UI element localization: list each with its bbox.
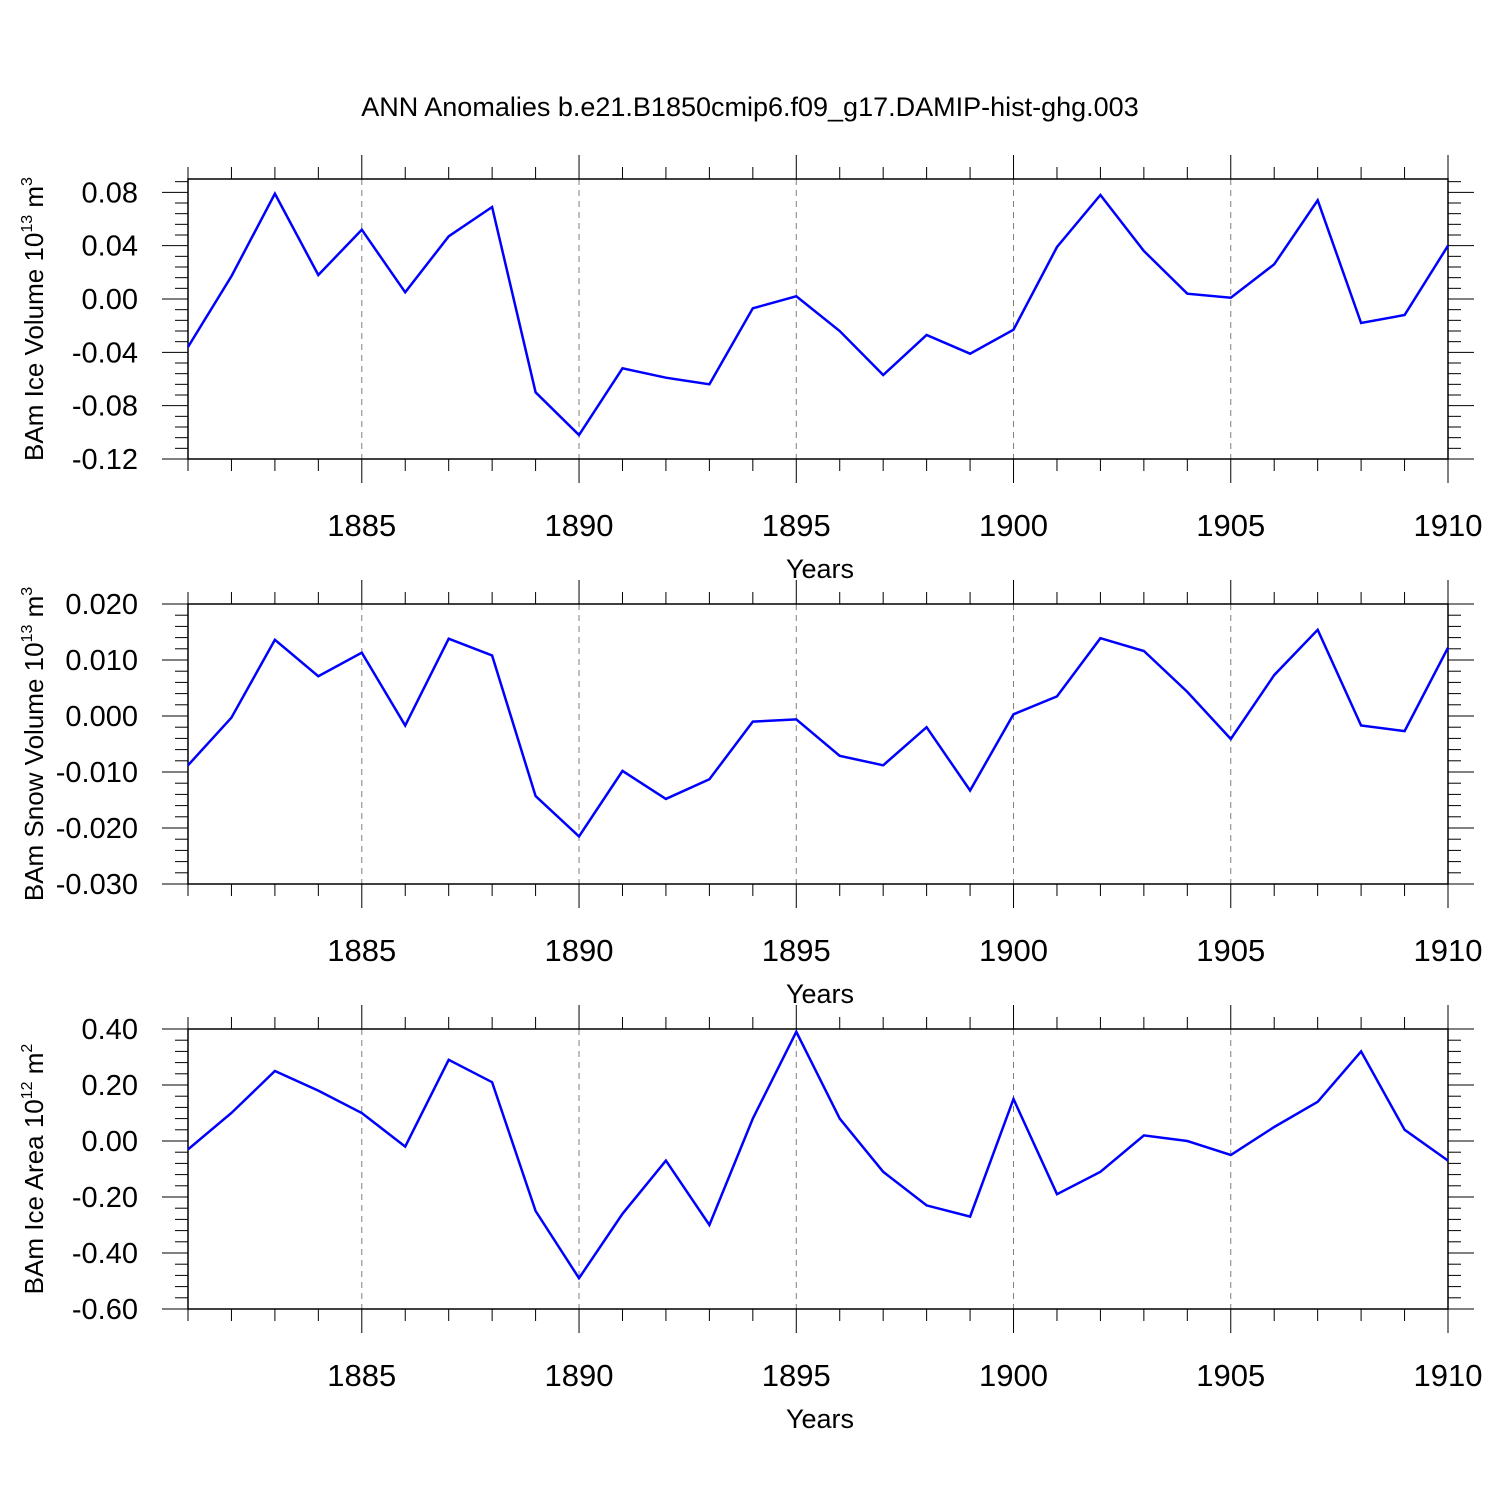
y-tick-label: 0.40 [82,1014,138,1046]
x-tick-label: 1905 [1196,508,1265,543]
y-tick-label: -0.12 [72,444,138,476]
y-axis-label-unit: m [19,1053,49,1082]
x-tick-label: 1895 [762,933,831,968]
x-tick-label: 1900 [979,933,1048,968]
x-tick-label: 1910 [1414,1358,1483,1393]
y-tick-label: -0.020 [56,813,138,845]
series-line [187,627,1450,839]
y-axis-label-exponent: 13 [19,625,36,643]
x-tick-label: 1910 [1414,508,1483,543]
y-axis-label: BAm Ice Volume 1013 m3 [19,177,49,461]
x-tick-label: 1910 [1414,933,1483,968]
y-tick-label: 0.20 [82,1070,138,1102]
y-axis-label-exponent: 13 [19,215,36,233]
figure-title: ANN Anomalies b.e21.B1850cmip6.f09_g17.D… [361,92,1138,122]
plot-frame [187,1028,1449,1310]
y-axis-label-unit: m [19,186,49,215]
x-tick-label: 1885 [327,1358,396,1393]
x-axis-label: Years [786,554,854,584]
x-tick-label: 1885 [327,508,396,543]
y-axis-label-text: BAm Snow Volume 10 [19,642,49,901]
x-tick-label: 1885 [327,933,396,968]
x-tick-label: 1890 [545,933,614,968]
y-tick-label: 0.00 [82,284,138,316]
y-tick-label: 0.020 [65,589,138,621]
x-tick-label: 1895 [762,508,831,543]
x-tick-label: 1890 [545,508,614,543]
panels: 0.08 0.04 0.00 -0.04 -0.08 -0.12 1885 1890 1895 1… [19,155,1482,1434]
y-tick-label: -0.40 [72,1238,138,1270]
y-tick-label: 0.04 [82,231,138,263]
x-axis-label: Years [786,979,854,1009]
y-tick-label: -0.20 [72,1182,138,1214]
y-axis-label-unit-exponent: 3 [19,177,36,186]
chart-panel-1: 0.08 0.04 0.00 -0.04 -0.08 -0.12 1885 1890 1895 1… [19,155,1482,584]
y-tick-label: -0.60 [72,1294,138,1326]
y-tick-label: 0.08 [82,177,138,209]
y-axis-label-unit-exponent: 2 [19,1044,36,1053]
y-axis-label: BAm Ice Area 1012 m2 [19,1044,49,1295]
y-axis-label-unit-exponent: 3 [19,587,36,596]
y-tick-label: 0.00 [82,1126,138,1158]
series-line [187,1029,1449,1281]
chart-panel-2: 0.020 0.010 0.000 -0.010 -0.020 -0.030 1885 189… [19,580,1482,1009]
chart-panel-3: 0.40 0.20 0.00 -0.20 -0.40 -0.60 1885 1890 1895 1… [19,1005,1482,1434]
y-axis-label-exponent: 12 [19,1081,36,1099]
y-axis-label-unit: m [19,596,49,625]
x-tick-label: 1905 [1196,1358,1265,1393]
x-tick-label: 1890 [545,1358,614,1393]
y-axis-label-text: BAm Ice Volume 10 [19,233,49,461]
y-tick-label: 0.000 [65,701,138,733]
plot-frame [187,603,1449,885]
series-line [186,191,1450,437]
y-tick-label: -0.030 [56,869,138,901]
y-tick-label: 0.010 [65,645,138,677]
x-tick-label: 1905 [1196,933,1265,968]
y-tick-label: -0.04 [72,337,138,369]
y-axis-label-text: BAm Ice Area 10 [19,1099,49,1294]
y-axis-label: BAm Snow Volume 1013 m3 [19,587,49,901]
plot-frame [187,178,1449,460]
x-tick-label: 1900 [979,508,1048,543]
x-axis-label: Years [786,1404,854,1434]
y-tick-label: -0.08 [72,391,138,423]
y-tick-label: -0.010 [56,757,138,789]
x-tick-label: 1900 [979,1358,1048,1393]
x-tick-label: 1895 [762,1358,831,1393]
